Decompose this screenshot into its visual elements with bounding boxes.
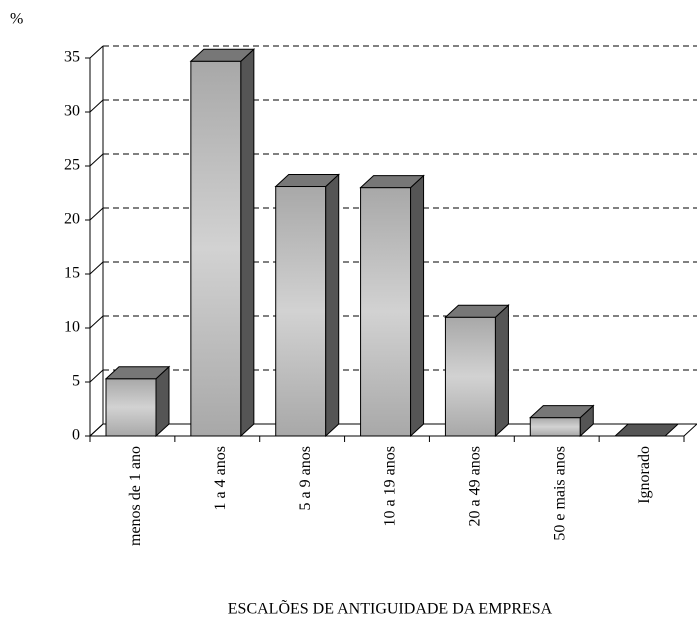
bar-front: [105, 378, 157, 437]
y-axis-label: %: [10, 11, 23, 28]
y-tick-label: 35: [64, 49, 80, 66]
y-tick-diag: [89, 369, 104, 383]
x-tick-label: 10 a 19 anos: [382, 446, 399, 526]
bar-side: [325, 173, 340, 438]
y-tick-label: 10: [64, 319, 80, 336]
y-tick-diag: [89, 261, 104, 275]
x-tick-label: menos de 1 ano: [127, 446, 144, 546]
bar-side: [494, 304, 509, 438]
y-tick-diag: [89, 423, 104, 437]
x-tick-label: 20 a 49 anos: [467, 446, 484, 526]
bar-top: [613, 423, 680, 437]
y-tick-diag: [89, 99, 104, 113]
y-tick-label: 5: [72, 373, 80, 390]
bar-top: [189, 48, 256, 62]
bar-top: [444, 304, 510, 318]
bar-front: [444, 316, 496, 437]
bar-top: [104, 366, 171, 380]
y-tick-diag: [89, 207, 104, 221]
bar-front: [360, 187, 412, 437]
bar-front: [529, 417, 581, 437]
y-tick-label: 15: [64, 265, 80, 282]
x-tick-label: 50 e mais anos: [551, 446, 568, 541]
y-tick-diag: [89, 153, 104, 167]
bar-top: [529, 405, 595, 419]
y-tick-diag: [89, 45, 104, 59]
bar-front: [190, 60, 242, 437]
y-tick-diag: [89, 315, 104, 329]
x-tick-label: Ignorado: [636, 446, 653, 504]
bar-top: [274, 174, 340, 188]
y-tick-label: 25: [64, 157, 80, 174]
x-tick-label: 5 a 9 anos: [297, 446, 314, 510]
y-tick-label: 20: [64, 211, 80, 228]
bar-top: [359, 175, 425, 189]
bar-front: [275, 186, 327, 437]
x-axis-label: ESCALÕES DE ANTIGUIDADE DA EMPRESA: [228, 600, 553, 618]
bar-side: [410, 174, 425, 438]
floor-right: [683, 423, 697, 437]
y-tick-label: 0: [72, 427, 80, 444]
x-tick-label: 1 a 4 anos: [212, 446, 229, 510]
y-tick-label: 30: [64, 103, 80, 120]
bar-side: [240, 48, 255, 438]
